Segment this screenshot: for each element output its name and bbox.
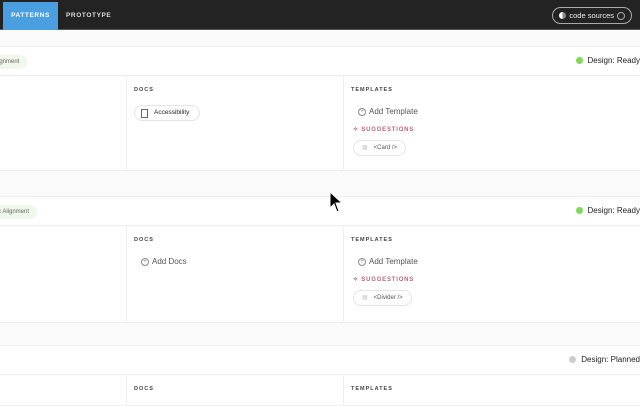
- design-status: Design: Planned: [569, 355, 640, 364]
- templates-column: TEMPLATES + Add Template ✧ SUGGESTIONS ▦ <…: [344, 77, 640, 170]
- design-status: Design: Ready: [575, 56, 640, 65]
- docs-label: DOCS: [134, 87, 154, 93]
- tab-patterns[interactable]: PATTERNS: [3, 2, 58, 30]
- pattern-panels-2: DOCS + Add Docs TEMPLATES + Add Template ✧…: [0, 227, 640, 323]
- pattern-panels-3: DOCS TEMPLATES: [0, 376, 640, 406]
- pattern-header-1: ignment Design: Ready: [0, 46, 640, 76]
- docs-column: DOCS: [127, 376, 344, 405]
- code-sources-label: code sources: [569, 11, 614, 20]
- component-icon: ▦: [362, 145, 368, 151]
- add-docs-label: Add Docs: [152, 257, 187, 266]
- suggestion-chip[interactable]: ▦ <Card />: [353, 140, 407, 156]
- add-template-label: Add Template: [369, 107, 418, 116]
- sparkle-icon: ✧: [353, 127, 362, 133]
- status-dot-icon: [569, 356, 577, 363]
- doc-chip[interactable]: Accessibility: [134, 105, 201, 121]
- code-sources-button[interactable]: code sources: [552, 7, 632, 24]
- templates-column: TEMPLATES + Add Template ✧ SUGGESTIONS ▦ <…: [344, 227, 640, 322]
- templates-column: TEMPLATES: [344, 376, 640, 405]
- suggestions-text: SUGGESTIONS: [361, 127, 415, 133]
- suggestion-chip-label: <Divider />: [373, 295, 403, 301]
- plus-circle-icon: +: [141, 257, 149, 266]
- pattern-header-2: c Alignment Design: Ready: [0, 196, 640, 226]
- empty-column: [0, 227, 127, 322]
- templates-label: TEMPLATES: [351, 386, 393, 392]
- add-template-label: Add Template: [369, 257, 418, 266]
- suggestions-label: ✧ SUGGESTIONS: [353, 126, 414, 133]
- empty-column: [0, 376, 127, 405]
- component-icon: ▦: [362, 295, 368, 301]
- status-label: Design: Ready: [587, 56, 640, 65]
- suggestions-label: ✧ SUGGESTIONS: [353, 276, 414, 283]
- status-label: Design: Planned: [581, 355, 640, 364]
- suggestion-chip[interactable]: ▦ <Divider />: [353, 290, 412, 306]
- doc-chip-label: Accessibility: [154, 109, 190, 116]
- status-dot-icon: [575, 57, 583, 64]
- add-docs-button[interactable]: + Add Docs: [141, 257, 187, 266]
- pattern-tag[interactable]: c Alignment: [0, 205, 38, 219]
- status-dot-icon: [575, 207, 583, 214]
- suggestion-chip-label: <Card />: [373, 145, 398, 151]
- design-status: Design: Ready: [575, 206, 640, 215]
- chevron-circle-icon: [617, 11, 625, 20]
- docs-column: DOCS Accessibility: [127, 77, 344, 170]
- suggestions-text: SUGGESTIONS: [361, 277, 415, 283]
- add-template-button[interactable]: + Add Template: [358, 257, 418, 266]
- pattern-header-3: Design: Planned: [0, 345, 640, 375]
- plus-circle-icon: +: [358, 257, 366, 266]
- docs-label: DOCS: [134, 237, 154, 243]
- half-circle-icon: [559, 12, 567, 19]
- templates-label: TEMPLATES: [351, 87, 393, 93]
- pattern-tag[interactable]: ignment: [0, 55, 28, 69]
- templates-label: TEMPLATES: [351, 237, 393, 243]
- top-bar: PATTERNS PROTOTYPE code sources: [0, 0, 640, 30]
- plus-circle-icon: +: [358, 107, 366, 116]
- status-label: Design: Ready: [587, 206, 640, 215]
- docs-column: DOCS + Add Docs: [127, 227, 344, 322]
- add-template-button[interactable]: + Add Template: [358, 107, 418, 116]
- document-icon: [141, 108, 148, 118]
- pattern-panels-1: DOCS Accessibility TEMPLATES + Add Templa…: [0, 77, 640, 171]
- tab-prototype[interactable]: PROTOTYPE: [66, 12, 112, 19]
- empty-column: [0, 77, 127, 170]
- mouse-pointer-icon: [329, 191, 343, 213]
- sparkle-icon: ✧: [353, 277, 362, 283]
- docs-label: DOCS: [134, 386, 154, 392]
